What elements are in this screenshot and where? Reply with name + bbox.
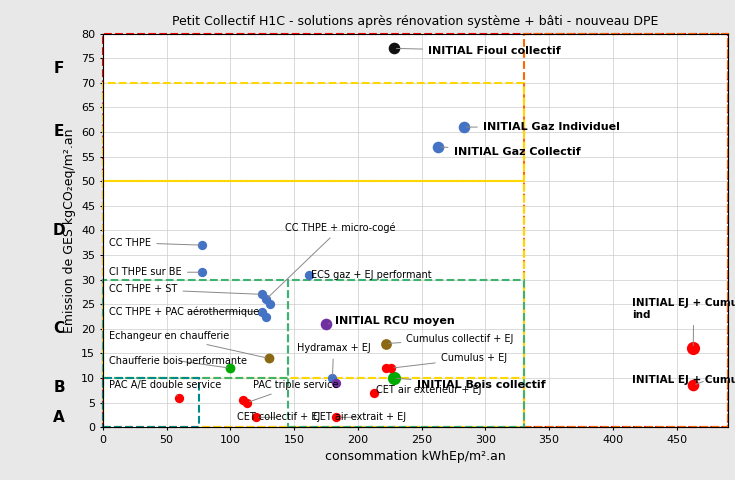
Point [432,143,444,151]
Text: Chaufferie bois performante: Chaufferie bois performante [110,356,247,368]
Text: CC THPE: CC THPE [110,238,200,248]
Text: INITIAL EJ + Cumulus
ind: INITIAL EJ + Cumulus ind [632,298,735,346]
Text: B: B [54,380,65,396]
Text: C: C [54,321,65,336]
Y-axis label: Emission de GES kgCO₂eq/m².an: Emission de GES kgCO₂eq/m².an [62,128,76,333]
Bar [288,279,523,427]
Text: Echangeur en chaufferie: Echangeur en chaufferie [110,331,266,358]
Text: D: D [53,223,65,238]
Text: Hydramax + EJ: Hydramax + EJ [297,344,370,375]
Point [326,374,338,382]
Text: CC THPE + micro-cogé: CC THPE + micro-cogé [268,223,395,297]
Bar [103,83,523,181]
Text: CC THPE + PAC aérothermique: CC THPE + PAC aérothermique [110,306,259,317]
Point [250,413,262,421]
Point [237,396,249,404]
Text: INITIAL Bois collectif: INITIAL Bois collectif [396,378,545,390]
Bar [103,378,523,427]
Point [368,389,380,396]
Title: Petit Collectif H1C - solutions après rénovation système + bâti - nouveau DPE: Petit Collectif H1C - solutions après ré… [172,15,659,28]
Text: PAC triple service: PAC triple service [250,380,339,402]
Point [380,364,392,372]
Bar [523,34,728,427]
Text: F: F [54,60,65,75]
Point [458,123,470,131]
Text: INITIAL Gaz Individuel: INITIAL Gaz Individuel [467,122,620,132]
Text: INITIAL Gaz Collectif: INITIAL Gaz Collectif [441,147,580,156]
Point [687,382,699,389]
Point [260,312,272,320]
Bar [103,181,523,378]
Point [264,300,276,308]
Point [388,45,400,52]
Text: ECS gaz + EJ performant: ECS gaz + EJ performant [311,270,431,280]
Text: INITIAL EJ + Cumulus coll: INITIAL EJ + Cumulus coll [632,375,735,385]
Text: Cumulus + EJ: Cumulus + EJ [394,353,507,368]
X-axis label: consommation kWhEp/m².an: consommation kWhEp/m².an [325,450,506,463]
Text: CI THPE sur BE: CI THPE sur BE [110,267,200,277]
Point [320,320,332,328]
Bar [103,378,198,427]
Text: Cumulus collectif + EJ: Cumulus collectif + EJ [389,334,514,344]
Text: CET air extrait + EJ: CET air extrait + EJ [313,412,406,422]
Point [260,295,272,303]
Point [687,345,699,352]
Point [257,290,268,298]
Text: E: E [54,124,65,140]
Point [196,268,208,276]
Point [224,364,236,372]
Bar [103,279,288,378]
Point [330,379,342,387]
Point [385,364,397,372]
Text: CC THPE + ST: CC THPE + ST [110,285,259,294]
Point [241,399,253,407]
Text: INITIAL Fioul collectif: INITIAL Fioul collectif [396,46,561,56]
Point [263,354,275,362]
Text: A: A [54,410,65,425]
Point [388,374,400,382]
Text: INITIAL RCU moyen: INITIAL RCU moyen [329,316,455,326]
Point [380,340,392,348]
Point [257,308,268,315]
Point [173,394,185,401]
Point [304,271,315,278]
Text: CET collectif + EJ: CET collectif + EJ [237,412,320,422]
Text: PAC A/E double service: PAC A/E double service [110,380,221,396]
Point [196,241,208,249]
Point [330,413,342,421]
Text: CET air exterieur + EJ: CET air exterieur + EJ [376,385,481,396]
